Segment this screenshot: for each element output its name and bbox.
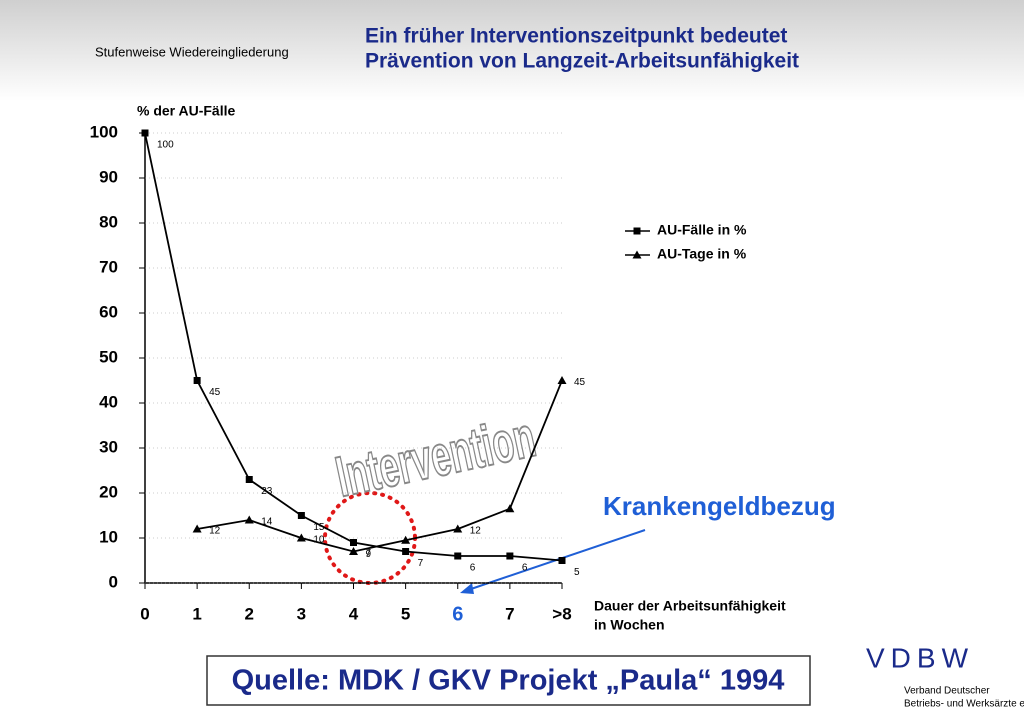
point <box>632 250 642 259</box>
y-tick-label: 40 <box>99 392 118 411</box>
point <box>402 548 410 555</box>
section-label: Stufenweise Wiedereingliederung <box>95 44 289 59</box>
point <box>349 547 358 555</box>
data-label: 12 <box>209 526 221 537</box>
title: Prävention von Langzeit-Arbeitsunfähigke… <box>365 50 799 73</box>
y-tick-label: 70 <box>99 257 118 276</box>
data-label: 100 <box>157 140 174 151</box>
org-name: Betriebs- und Werksärzte e.V. <box>904 699 1024 710</box>
org-name: Verband Deutscher <box>904 686 990 697</box>
data-label: 9 <box>366 549 372 560</box>
data-label: 7 <box>418 558 424 569</box>
logo: VDBW <box>866 642 974 673</box>
point <box>557 376 567 384</box>
point <box>350 539 357 546</box>
point <box>633 227 641 235</box>
y-tick-label: 100 <box>90 122 118 141</box>
arrow-head <box>460 583 474 594</box>
x-tick-label: 6 <box>452 603 463 625</box>
data-label: 45 <box>209 387 221 398</box>
y-tick-label: 60 <box>99 302 118 321</box>
x-tick-label: 5 <box>401 604 410 623</box>
point <box>141 129 149 137</box>
y-tick-label: 80 <box>99 212 118 231</box>
point <box>192 524 202 533</box>
y-tick-label: 20 <box>99 482 118 501</box>
title: Ein früher Interventionszeitpunkt bedeut… <box>365 25 787 48</box>
data-label: 6 <box>522 563 528 574</box>
y-tick-label: 0 <box>109 572 118 591</box>
y-tick-label: 30 <box>99 437 118 456</box>
y-tick-label: 50 <box>99 347 118 366</box>
point <box>297 512 305 519</box>
data-label: 14 <box>261 517 273 528</box>
x-tick-label: >8 <box>552 604 571 623</box>
y-tick-label: 10 <box>99 527 118 546</box>
source: Quelle: MDK / GKV Projekt „Paula“ 1994 <box>232 665 785 697</box>
x-tick-label: 7 <box>505 604 514 623</box>
data-label: 12 <box>470 526 482 537</box>
legend-label: AU-Tage in % <box>657 246 747 262</box>
point <box>454 552 462 560</box>
x-axis-label: Dauer der Arbeitsunfähigkeit <box>594 598 786 614</box>
point <box>506 552 514 560</box>
x-tick-label: 4 <box>349 604 359 623</box>
point <box>453 524 463 533</box>
data-label: 7 <box>366 548 372 559</box>
y-tick-label: 90 <box>99 167 118 186</box>
source-box <box>206 655 811 706</box>
x-tick-label: 3 <box>297 604 306 623</box>
point <box>401 535 411 544</box>
point <box>193 377 201 384</box>
y-axis-label: % der AU-Fälle <box>137 103 235 119</box>
x-tick-label: 2 <box>245 604 254 623</box>
data-label: 5 <box>574 567 580 578</box>
point <box>558 557 566 564</box>
x-tick-label: 0 <box>140 604 149 623</box>
phase-annotation: Krankengeldbezug <box>603 491 836 521</box>
x-axis-label: in Wochen <box>594 617 665 633</box>
x-tick-label: 1 <box>192 604 201 623</box>
data-label: 23 <box>261 486 273 497</box>
data-label: 10 <box>313 535 325 546</box>
point <box>245 476 253 483</box>
point <box>244 515 254 524</box>
series-line <box>196 380 563 553</box>
point <box>296 533 306 542</box>
point <box>505 504 515 513</box>
data-label: 45 <box>574 377 586 388</box>
legend-label: AU-Fälle in % <box>657 222 747 238</box>
data-label: 6 <box>470 563 476 574</box>
data-label: 15 <box>313 522 325 533</box>
